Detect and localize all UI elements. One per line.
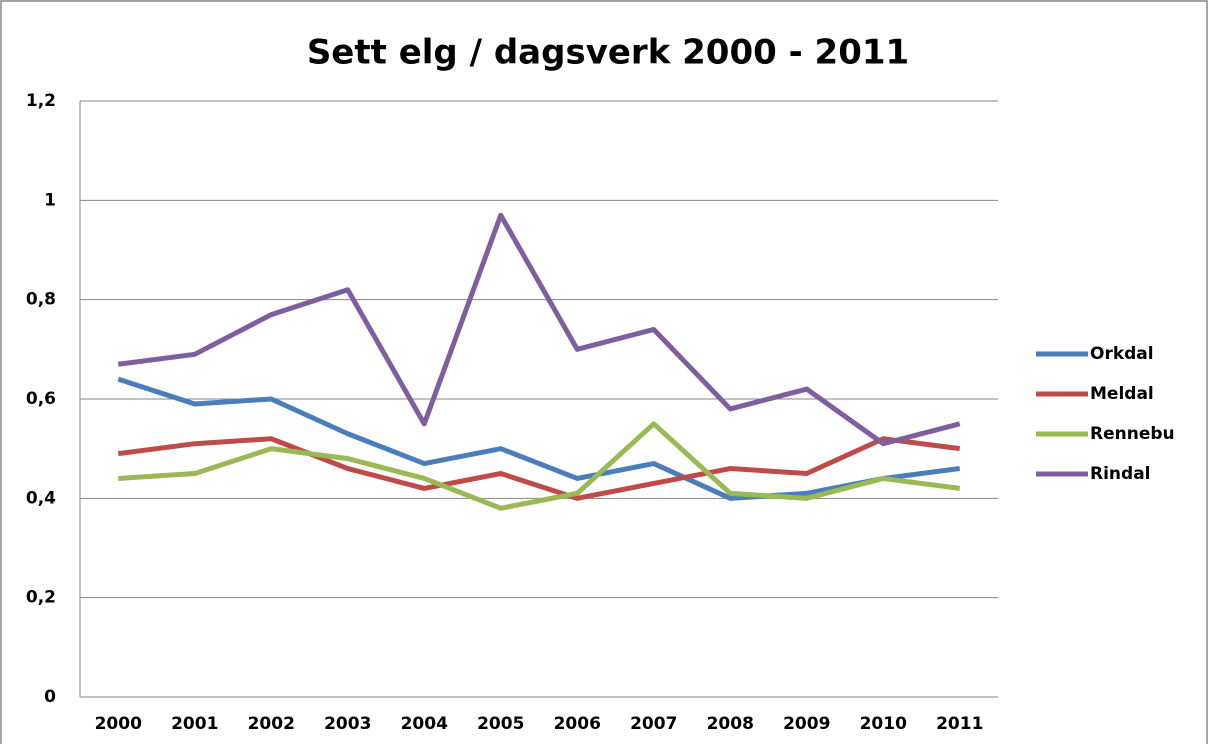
y-tick-label: 0,8 [26, 290, 56, 310]
series-line [117, 436, 961, 501]
legend-label: Rennebu [1090, 424, 1175, 444]
y-tick-label: 0 [44, 687, 56, 707]
x-tick-label: 2007 [630, 714, 677, 734]
y-tick-label: 1,2 [26, 91, 56, 111]
chart-title: Sett elg / dagsverk 2000 - 2011 [307, 33, 909, 73]
x-tick-label: 2002 [248, 714, 295, 734]
legend-label: Meldal [1090, 384, 1154, 404]
series-line [117, 212, 961, 447]
x-tick-label: 2001 [171, 714, 218, 734]
x-tick-label: 2008 [707, 714, 754, 734]
x-tick-label: 2004 [401, 714, 448, 734]
y-tick-label: 1 [44, 190, 56, 210]
y-tick-label: 0,6 [26, 389, 56, 409]
y-tick-label: 0,4 [26, 488, 56, 508]
x-tick-label: 2009 [783, 714, 830, 734]
series-line [117, 376, 961, 501]
series-line [118, 421, 961, 511]
x-tick-label: 2005 [477, 714, 524, 734]
y-tick-label: 0,2 [26, 588, 56, 608]
x-tick-label: 2006 [554, 714, 601, 734]
x-tick-label: 2011 [936, 714, 983, 734]
legend-label: Orkdal [1090, 344, 1154, 364]
x-tick-label: 2010 [860, 714, 907, 734]
x-tick-label: 2000 [95, 714, 142, 734]
x-tick-label: 2003 [324, 714, 371, 734]
legend-label: Rindal [1090, 464, 1151, 484]
